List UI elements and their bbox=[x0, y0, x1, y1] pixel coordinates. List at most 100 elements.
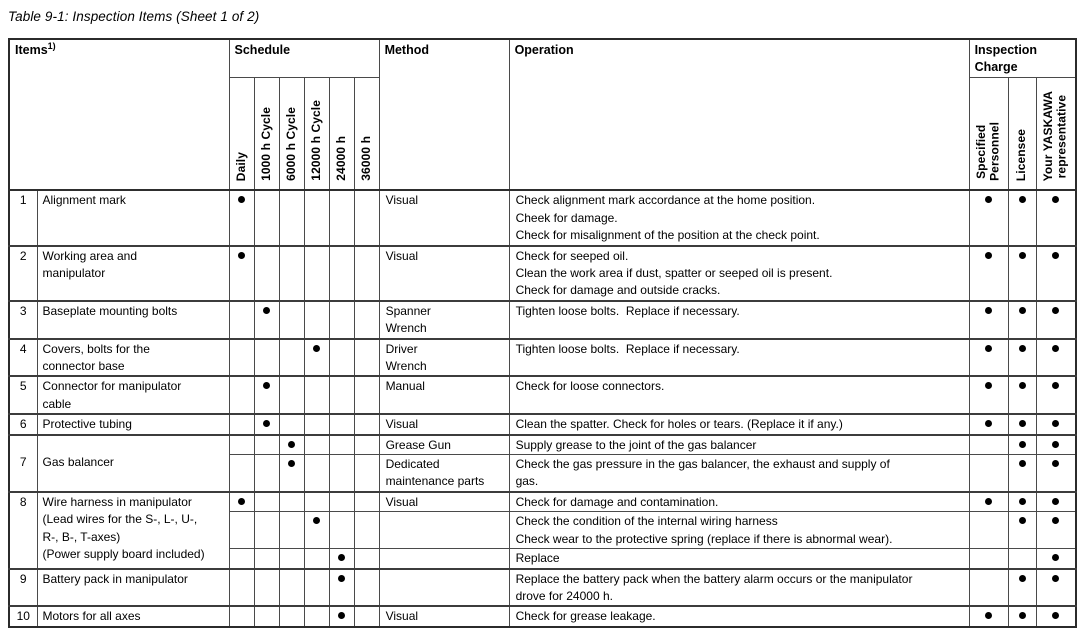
charge-cell bbox=[1035, 337, 1077, 377]
schedule-cell bbox=[278, 605, 305, 628]
schedule-column-header: 24000 h bbox=[328, 76, 355, 192]
schedule-cell bbox=[353, 511, 380, 550]
item-name: Baseplate mounting bolts bbox=[36, 299, 230, 340]
schedule-cell bbox=[328, 567, 355, 607]
operation-cell: Replace bbox=[508, 548, 970, 570]
schedule-column-header-label: 6000 h Cycle bbox=[283, 106, 298, 181]
charge-cell bbox=[1035, 299, 1077, 340]
schedule-column-header: Daily bbox=[228, 76, 255, 192]
schedule-cell bbox=[328, 453, 355, 493]
table-body: 1 Alignment mark Visual Check alignment mar… bbox=[8, 189, 1077, 628]
charge-column-header-label: Licensee bbox=[1014, 128, 1029, 181]
charge-dot bbox=[1018, 344, 1026, 352]
charge-cell bbox=[1007, 337, 1037, 377]
schedule-dot bbox=[338, 574, 346, 582]
schedule-dot bbox=[313, 517, 321, 525]
schedule-cell bbox=[253, 548, 280, 570]
item-number: 10 bbox=[8, 605, 38, 628]
item-name: Protective tubing bbox=[36, 413, 230, 436]
charge-dot bbox=[985, 382, 993, 390]
schedule-cell bbox=[303, 337, 330, 377]
operation-cell: Check for damage and contamination. bbox=[508, 490, 970, 513]
item-number: 8 bbox=[8, 490, 38, 570]
schedule-header: Schedule bbox=[228, 38, 380, 78]
schedule-cell bbox=[328, 605, 355, 628]
charge-dot bbox=[985, 196, 993, 204]
schedule-cell bbox=[303, 567, 330, 607]
schedule-cell bbox=[303, 605, 330, 628]
schedule-cell bbox=[253, 511, 280, 550]
charge-cell bbox=[1035, 453, 1077, 493]
schedule-cell bbox=[253, 337, 280, 377]
item-name: Alignment mark bbox=[36, 189, 230, 247]
charge-dot bbox=[1018, 440, 1026, 448]
schedule-cell bbox=[353, 413, 380, 436]
schedule-cell bbox=[228, 453, 255, 493]
charge-cell bbox=[1035, 375, 1077, 415]
charge-dot bbox=[1052, 196, 1060, 204]
item-number: 6 bbox=[8, 413, 38, 436]
charge-cell bbox=[1007, 567, 1037, 607]
schedule-cell bbox=[353, 490, 380, 513]
items-header-label: Items bbox=[15, 43, 48, 57]
charge-dot bbox=[1018, 251, 1026, 259]
charge-cell bbox=[968, 548, 1009, 570]
method-cell bbox=[378, 567, 510, 607]
charge-column-header-label: Specified Personnel bbox=[974, 121, 1002, 181]
schedule-cell bbox=[278, 413, 305, 436]
charge-cell bbox=[1007, 244, 1037, 302]
schedule-cell bbox=[278, 453, 305, 493]
schedule-cell bbox=[328, 299, 355, 340]
item-name: Wire harness in manipulator (Lead wires … bbox=[36, 490, 230, 570]
charge-cell bbox=[1035, 548, 1077, 570]
schedule-cell bbox=[228, 375, 255, 415]
schedule-cell bbox=[303, 189, 330, 247]
schedule-cell bbox=[353, 605, 380, 628]
operation-cell: Check alignment mark accordance at the h… bbox=[508, 189, 970, 247]
schedule-cell bbox=[278, 548, 305, 570]
operation-cell: Tighten loose bolts. Replace if necessar… bbox=[508, 299, 970, 340]
table-row: 6 Protective tubing Visual Clean the spatte… bbox=[8, 413, 1077, 436]
schedule-cell bbox=[253, 375, 280, 415]
schedule-cell bbox=[278, 490, 305, 513]
schedule-cell bbox=[328, 433, 355, 455]
schedule-dot bbox=[338, 554, 346, 562]
method-cell: Grease Gun bbox=[378, 433, 510, 455]
method-cell: Manual bbox=[378, 375, 510, 415]
charge-dot bbox=[985, 420, 993, 428]
operation-cell: Clean the spatter. Check for holes or te… bbox=[508, 413, 970, 436]
schedule-dot bbox=[263, 306, 271, 314]
charge-dot bbox=[1018, 612, 1026, 620]
schedule-cell bbox=[278, 567, 305, 607]
table-row: 4 Covers, bolts for the connector base Dri… bbox=[8, 337, 1077, 377]
method-cell: Visual bbox=[378, 490, 510, 513]
charge-cell bbox=[1035, 511, 1077, 550]
charge-dot bbox=[1052, 554, 1060, 562]
schedule-cell bbox=[303, 244, 330, 302]
charge-dot bbox=[1052, 382, 1060, 390]
schedule-column-header: 1000 h Cycle bbox=[253, 76, 280, 192]
operation-cell: Supply grease to the joint of the gas ba… bbox=[508, 433, 970, 455]
method-cell: Driver Wrench bbox=[378, 337, 510, 377]
charge-cell bbox=[968, 337, 1009, 377]
schedule-cell bbox=[253, 453, 280, 493]
charge-dot bbox=[985, 344, 993, 352]
schedule-dot bbox=[238, 251, 246, 259]
charge-column-header: Licensee bbox=[1007, 76, 1037, 192]
operation-cell: Check the gas pressure in the gas balanc… bbox=[508, 453, 970, 493]
schedule-cell bbox=[353, 453, 380, 493]
schedule-cell bbox=[253, 244, 280, 302]
table-header: Items1) Schedule Method Operation Inspec… bbox=[8, 38, 1077, 192]
schedule-cell bbox=[353, 433, 380, 455]
schedule-cell bbox=[278, 337, 305, 377]
schedule-dot bbox=[263, 382, 271, 390]
charge-cell bbox=[1007, 511, 1037, 550]
charge-dot bbox=[1052, 612, 1060, 620]
charge-dot bbox=[985, 497, 993, 505]
schedule-cell bbox=[328, 375, 355, 415]
schedule-cell bbox=[328, 511, 355, 550]
table-row: 5 Connector for manipulator cable Manual Ch… bbox=[8, 375, 1077, 415]
schedule-cell bbox=[278, 375, 305, 415]
schedule-cell bbox=[278, 189, 305, 247]
schedule-cell bbox=[228, 244, 255, 302]
